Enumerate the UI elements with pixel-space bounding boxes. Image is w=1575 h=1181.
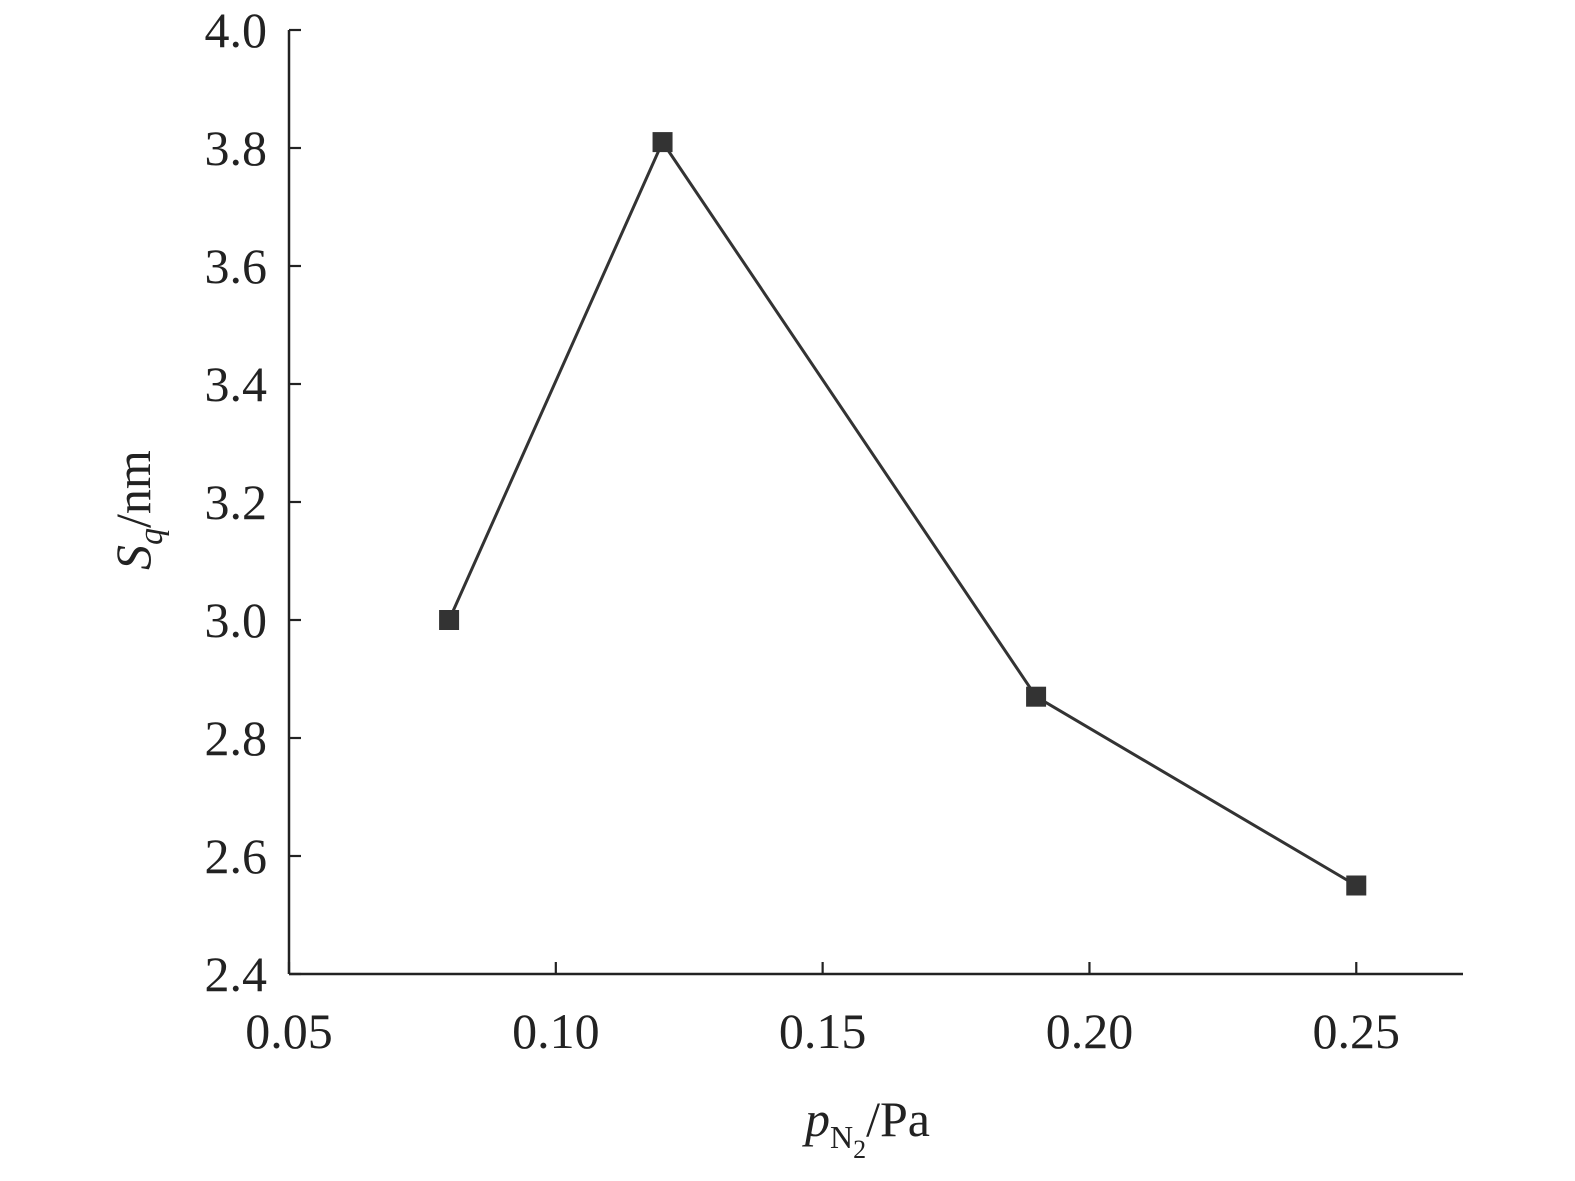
series-layer bbox=[439, 132, 1367, 896]
y-tick-label: 2.8 bbox=[205, 710, 268, 766]
x-axis-title-main: p bbox=[802, 1091, 830, 1147]
axes bbox=[287, 30, 1463, 976]
x-ticks: 0.05 0.10 0.15 0.20 0.25 bbox=[245, 962, 1400, 1059]
y-tick-label: 3.4 bbox=[205, 356, 268, 412]
x-axis-title: pN2/Pa bbox=[802, 1091, 930, 1164]
x-tick-label: 0.05 bbox=[245, 1003, 333, 1059]
x-tick-label: 0.25 bbox=[1313, 1003, 1401, 1059]
x-axis-title-unit: /Pa bbox=[866, 1091, 930, 1147]
data-point-marker bbox=[652, 132, 673, 153]
y-axis-title-main: S bbox=[105, 545, 161, 570]
y-tick-label: 2.4 bbox=[205, 946, 268, 1002]
y-tick-label: 3.8 bbox=[205, 120, 268, 176]
y-tick-label: 3.6 bbox=[205, 238, 268, 294]
y-ticks: 2.4 2.6 2.8 3.0 3.2 3.4 3.6 3.8 4.0 bbox=[205, 2, 301, 1002]
y-tick-label: 3.0 bbox=[205, 592, 268, 648]
x-tick-label: 0.15 bbox=[779, 1003, 867, 1059]
y-tick-label: 4.0 bbox=[205, 2, 268, 58]
y-axis-title-sub: q bbox=[133, 528, 170, 545]
x-axis-title-subsub: 2 bbox=[853, 1135, 866, 1164]
x-tick-label: 0.10 bbox=[512, 1003, 600, 1059]
y-axis-title-unit: /nm bbox=[105, 450, 161, 528]
y-tick-label: 3.2 bbox=[205, 474, 268, 530]
x-axis-title-sub: N bbox=[830, 1119, 853, 1155]
x-tick-label: 0.20 bbox=[1046, 1003, 1134, 1059]
y-tick-label: 2.6 bbox=[205, 828, 268, 884]
series-line bbox=[447, 140, 1358, 887]
data-point-marker bbox=[1346, 875, 1367, 896]
data-point-marker bbox=[439, 610, 460, 630]
data-point-marker bbox=[1026, 686, 1047, 707]
y-axis-title: Sq/nm bbox=[105, 450, 170, 570]
